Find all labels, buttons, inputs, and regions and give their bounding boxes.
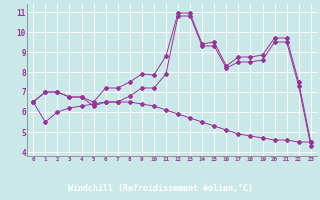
Text: Windchill (Refroidissement éolien,°C): Windchill (Refroidissement éolien,°C) xyxy=(68,184,252,193)
